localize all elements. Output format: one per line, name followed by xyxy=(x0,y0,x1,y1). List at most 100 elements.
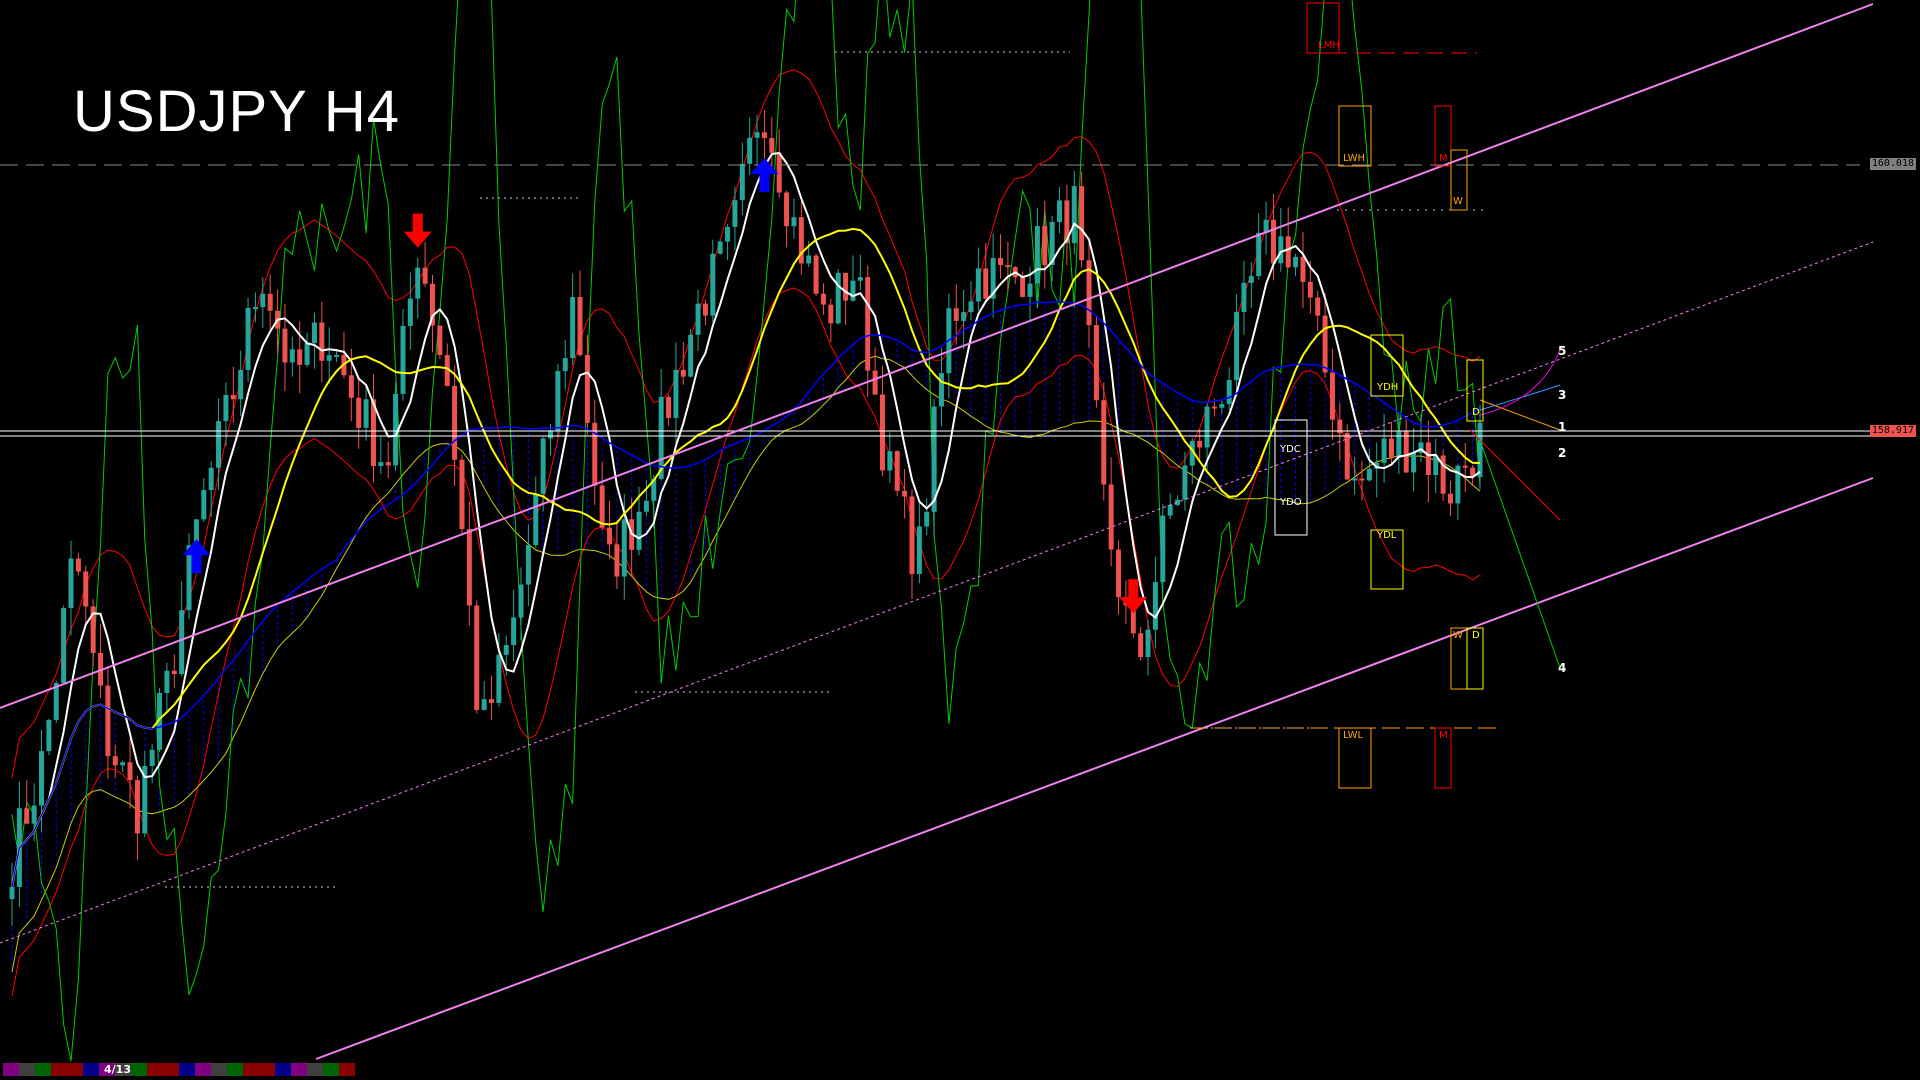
timeframe-segment[interactable] xyxy=(163,1063,179,1076)
candle xyxy=(754,114,760,166)
timeframe-segment[interactable] xyxy=(179,1063,195,1076)
candle xyxy=(370,373,376,483)
candle xyxy=(1403,418,1409,474)
candle-body xyxy=(1470,467,1476,478)
candle xyxy=(813,253,819,297)
monthly-low-label: M xyxy=(1439,730,1448,741)
candle xyxy=(1234,294,1240,397)
candle-body xyxy=(488,699,494,703)
candle xyxy=(319,301,325,383)
candle-body xyxy=(548,430,554,439)
timeframe-segment[interactable] xyxy=(323,1063,339,1076)
timeframe-segment[interactable] xyxy=(291,1063,307,1076)
candle xyxy=(238,350,244,416)
candle-body xyxy=(24,808,30,824)
candle xyxy=(1307,260,1313,314)
candle xyxy=(16,781,22,907)
candle xyxy=(245,297,251,382)
candle xyxy=(422,242,428,288)
candle-body xyxy=(717,241,723,254)
timeframe-segment[interactable] xyxy=(307,1063,323,1076)
candle-body xyxy=(186,545,192,611)
candle-body xyxy=(157,692,163,750)
timeframe-segment[interactable] xyxy=(339,1063,355,1076)
candle xyxy=(1071,171,1077,255)
candle-body xyxy=(267,293,273,311)
timeframe-segment[interactable] xyxy=(35,1063,51,1076)
timeframe-segment[interactable] xyxy=(67,1063,83,1076)
candle-body xyxy=(400,325,406,394)
candle-body xyxy=(1049,222,1055,265)
candle xyxy=(1057,187,1063,234)
candle-body xyxy=(1093,325,1099,401)
candle-body xyxy=(1086,260,1092,326)
channel-mid-line[interactable] xyxy=(0,241,1874,944)
candle-body xyxy=(666,396,672,418)
timeframe-segment[interactable] xyxy=(3,1063,19,1076)
candle-body xyxy=(739,163,745,201)
candle-body xyxy=(112,756,118,766)
candle-body xyxy=(673,369,679,418)
candle xyxy=(1477,404,1483,490)
candle xyxy=(828,298,834,342)
candle xyxy=(872,347,878,395)
candle-body xyxy=(680,369,686,377)
candle-body xyxy=(75,558,81,572)
timeframe-segment[interactable] xyxy=(115,1063,131,1076)
candle xyxy=(393,382,399,471)
moving-averages xyxy=(11,151,1481,888)
timeframe-segment[interactable] xyxy=(227,1063,243,1076)
timeframe-segment[interactable] xyxy=(147,1063,163,1076)
candle xyxy=(931,399,937,538)
candle xyxy=(1440,449,1446,501)
timeframe-segment[interactable] xyxy=(131,1063,147,1076)
timeframe-segment[interactable] xyxy=(51,1063,67,1076)
timeframe-segment[interactable] xyxy=(83,1063,99,1076)
candle-body xyxy=(245,307,251,370)
candle xyxy=(695,289,701,352)
candle-body xyxy=(385,462,391,466)
candle xyxy=(577,270,583,357)
candle xyxy=(938,347,944,427)
candle-body xyxy=(1337,419,1343,434)
timeframe-segment[interactable] xyxy=(99,1063,115,1076)
candle-body xyxy=(1204,406,1210,448)
candle xyxy=(1182,451,1188,511)
projection-line-4 xyxy=(1479,439,1561,669)
candle-body xyxy=(1418,442,1424,454)
timeframe-bar[interactable] xyxy=(3,1063,355,1076)
candle xyxy=(378,436,384,474)
candle-body xyxy=(252,307,258,310)
candle-body xyxy=(1248,276,1254,283)
candle xyxy=(791,198,797,239)
timeframe-segment[interactable] xyxy=(19,1063,35,1076)
candle-body xyxy=(1234,312,1240,381)
candle xyxy=(1189,438,1195,485)
candle-body xyxy=(1433,455,1439,475)
timeframe-segment[interactable] xyxy=(275,1063,291,1076)
candle xyxy=(1064,184,1070,266)
candle-body xyxy=(695,303,701,335)
candle-body xyxy=(1175,499,1181,505)
timeframe-segment[interactable] xyxy=(195,1063,211,1076)
candle xyxy=(466,501,472,626)
candle-body xyxy=(1381,438,1387,463)
timeframe-segment[interactable] xyxy=(243,1063,259,1076)
candle-body xyxy=(1027,283,1033,297)
timeframe-segment[interactable] xyxy=(211,1063,227,1076)
lwl-box xyxy=(1338,727,1372,789)
ydh-box xyxy=(1370,334,1404,397)
candle-body xyxy=(599,485,605,528)
channel-lower-line[interactable] xyxy=(315,477,1874,1060)
channel-upper-line[interactable] xyxy=(0,3,1874,709)
candle-body xyxy=(916,526,922,575)
candle-body xyxy=(422,267,428,284)
candle xyxy=(1300,231,1306,309)
candle-body xyxy=(304,342,310,365)
candle-body xyxy=(120,762,126,766)
candle xyxy=(1219,400,1225,414)
timeframe-segment[interactable] xyxy=(259,1063,275,1076)
candle xyxy=(68,540,74,636)
candle-body xyxy=(924,511,930,527)
